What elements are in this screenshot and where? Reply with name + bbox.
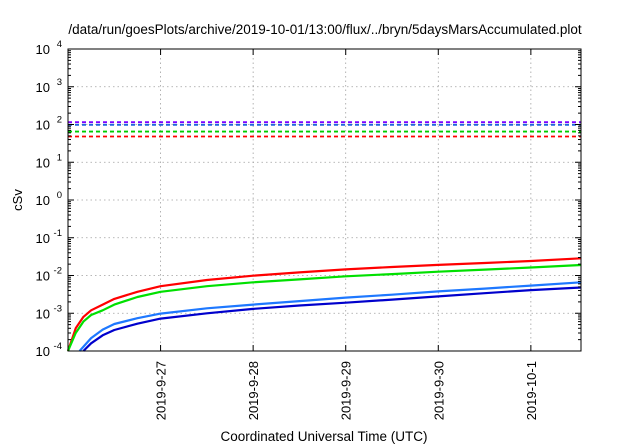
y-tick-base: 10 [36,42,50,57]
x-tick-label: 2019-9-27 [154,361,169,420]
y-tick-label: 10 [36,231,50,246]
y-tick-label: 10 [36,80,50,95]
y-tick-label: 10 [36,118,50,133]
series-line [66,263,582,352]
y-tick-base: 10 [36,231,50,246]
series-line [82,286,582,352]
y-axis-label: cSv [10,189,25,211]
y-tick-base: 10 [36,193,50,208]
y-tick-exponent: 0 [57,190,62,201]
y-tick-label: 10 [36,155,50,170]
y-tick-label: 10 [36,344,50,359]
series-line [78,281,582,352]
series-line [66,257,582,352]
y-tick-exponent: 1 [57,152,62,163]
y-tick-exponent: -3 [54,303,62,314]
x-tick-label: 2019-9-30 [431,361,446,420]
x-tick-label: 2019-10-1 [524,361,539,420]
y-tick-label: 10 [36,269,50,284]
y-tick-base: 10 [36,155,50,170]
y-tick-label: 10 [36,193,50,208]
series-group [66,257,582,352]
y-tick-label: 10 [36,306,50,321]
x-axis-label: Coordinated Universal Time (UTC) [220,429,427,444]
grid [68,49,581,351]
y-tick-exponent: 4 [57,39,62,50]
y-tick-base: 10 [36,344,50,359]
y-tick-label: 10 [36,42,50,57]
y-tick-base: 10 [36,269,50,284]
y-tick-labels: 10 -4 10 -3 10 -2 10 -1 10 0 10 1 10 2 10 3 10 4 [36,39,62,359]
y-tick-base: 10 [36,80,50,95]
x-tick-label: 2019-9-28 [246,361,261,420]
chart-title: /data/run/goesPlots/archive/2019-10-01/1… [68,22,582,37]
y-tick-exponent: -4 [54,341,62,352]
axis-ticks [68,48,581,352]
threshold-lines [68,121,581,138]
x-tick-label: 2019-9-29 [339,361,354,420]
y-tick-exponent: 2 [57,115,62,126]
y-tick-exponent: 3 [57,77,62,88]
y-tick-exponent: -1 [54,228,62,239]
y-tick-base: 10 [36,118,50,133]
y-tick-base: 10 [36,306,50,321]
y-tick-exponent: -2 [54,266,62,277]
x-tick-labels: 2019-9-27 2019-9-28 2019-9-29 2019-9-30 2019… [154,361,539,420]
